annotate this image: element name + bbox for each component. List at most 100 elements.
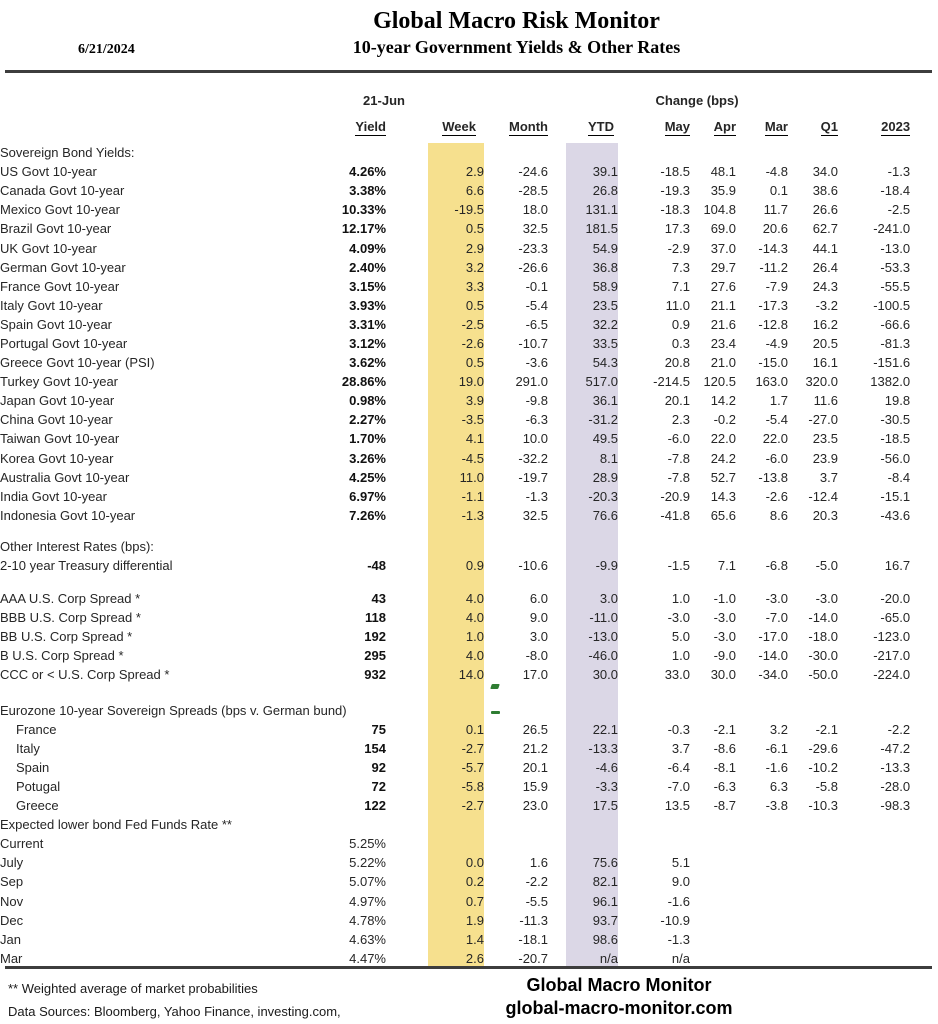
cell-month: -18.1 <box>518 931 548 947</box>
cell-week-band <box>428 575 484 590</box>
section-heading-row: Sovereign Bond Yields: <box>0 143 938 163</box>
cell-yield: 10.33% <box>341 202 386 218</box>
cell-spacer <box>386 296 428 315</box>
cell-month: -24.6 <box>518 164 548 180</box>
cell-2023: -2.5 <box>887 202 911 218</box>
cell-label: Canada Govt 10-year <box>0 183 125 199</box>
brand-block: Global Macro Monitor global-macro-monito… <box>300 974 938 1021</box>
cell-yield: 6.97% <box>349 488 386 504</box>
cell-ytd: 28.9 <box>566 467 618 487</box>
cell-may: -41.8 <box>660 507 690 523</box>
cell-spacer <box>386 834 428 853</box>
cell-mar <box>736 834 788 853</box>
cell-q1: -30.0 <box>808 648 838 664</box>
cell-2023: -15.1 <box>880 488 911 504</box>
table-row: Current 5.25% <box>0 834 938 854</box>
cell-yield: 4.63% <box>349 931 386 947</box>
cell-spacer <box>548 372 566 391</box>
col-header-ytd: YTD <box>588 119 614 136</box>
cell-may: 20.1 <box>664 393 690 409</box>
cell-spacer <box>386 758 428 777</box>
cell-ytd: 49.5 <box>566 429 618 449</box>
cell-spacer <box>484 143 548 162</box>
spacer-row <box>0 575 938 590</box>
cell-spacer <box>548 429 566 448</box>
cell-week: 0.9 <box>428 555 484 576</box>
bottom-divider <box>5 966 932 969</box>
cell-yield: 4.78% <box>349 912 386 928</box>
cell-yield: 3.12% <box>349 335 386 351</box>
cell-spacer <box>548 162 566 181</box>
cell-2023: -217.0 <box>873 648 911 664</box>
cell-q1: -14.0 <box>808 610 838 626</box>
cell-ytd-band <box>566 700 618 720</box>
cell-2023: -8.4 <box>887 469 911 485</box>
cell-spacer <box>548 646 566 665</box>
cell-spacer <box>548 315 566 334</box>
cell-ytd-band <box>566 815 618 835</box>
cell-week: 1.0 <box>428 627 484 647</box>
cell-week: 19.0 <box>428 372 484 392</box>
brand-website: global-macro-monitor.com <box>505 998 733 1019</box>
cell-2023: 1382.0 <box>870 374 911 390</box>
cell-yield: 932 <box>364 667 386 683</box>
table-row: US Govt 10-year 4.26% 2.9 -24.6 39.1 -18.5 48.… <box>0 162 938 182</box>
cell-spacer <box>548 685 566 701</box>
cell-ytd <box>566 834 618 854</box>
cell-mar: -15.0 <box>758 355 788 371</box>
cell-spacer <box>386 930 428 949</box>
cell-spacer <box>548 758 566 777</box>
cell-spacer <box>548 219 566 238</box>
cell-apr: -3.0 <box>713 610 736 626</box>
cell-may: -6.4 <box>667 759 690 775</box>
cell-apr: 24.2 <box>710 450 736 466</box>
cell-ytd: 93.7 <box>566 910 618 930</box>
cell-yield: -48 <box>367 558 386 574</box>
table-row: Spain 92 -5.7 20.1 -4.6 -6.4 -8.1 -1.6 -10.2 -13.… <box>0 757 938 777</box>
cell-spacer <box>548 665 566 684</box>
cell-month: 291.0 <box>515 374 548 390</box>
cell-week-band <box>428 700 484 720</box>
cell-label: Portugal Govt 10-year <box>0 335 128 351</box>
cell-spacer <box>910 238 938 257</box>
cell-spacer <box>548 739 566 758</box>
cell-spacer <box>910 181 938 200</box>
cell-spacer <box>386 315 428 334</box>
cell-yield: 5.22% <box>349 855 386 871</box>
cell-spacer <box>910 872 938 891</box>
cell-spacer <box>386 556 428 575</box>
cell-2023: -47.2 <box>880 740 911 756</box>
cell-month: -0.1 <box>525 278 548 294</box>
cell-spacer <box>618 685 938 701</box>
cell-2023: -56.0 <box>880 450 911 466</box>
cell-spacer <box>548 815 566 834</box>
cell-week: 6.6 <box>428 181 484 201</box>
cell-apr: -6.3 <box>713 778 736 794</box>
change-bps-label: Change (bps) <box>655 92 739 108</box>
cell-month: 15.9 <box>522 778 548 794</box>
cell-spacer <box>548 487 566 506</box>
cell-month: 32.5 <box>522 221 548 237</box>
cell-month: 23.0 <box>522 798 548 814</box>
cell-month: -11.3 <box>519 912 548 928</box>
cell-spacer <box>484 537 548 556</box>
cell-spacer <box>618 525 938 537</box>
data-sources: Data Sources: Bloomberg, Yahoo Finance, … <box>8 1004 341 1019</box>
cell-spacer <box>0 685 428 701</box>
cell-week: -5.8 <box>428 776 484 796</box>
cell-month: -19.7 <box>518 469 548 485</box>
cell-spacer <box>386 181 428 200</box>
cell-2023: -123.0 <box>873 629 911 645</box>
cell-spacer <box>548 525 566 537</box>
cell-may: -10.9 <box>660 912 690 928</box>
cell-week: 4.0 <box>428 589 484 609</box>
cell-mar: -3.8 <box>765 798 788 814</box>
cell-ytd: -11.0 <box>566 608 618 628</box>
cell-spacer <box>548 891 566 910</box>
cell-q1: 11.6 <box>813 393 838 409</box>
cell-apr: 7.1 <box>717 558 736 574</box>
cell-month: 20.1 <box>522 759 548 775</box>
cell-may: -7.8 <box>667 450 690 466</box>
cell-label: Nov <box>0 893 24 909</box>
cell-spacer <box>910 949 938 968</box>
